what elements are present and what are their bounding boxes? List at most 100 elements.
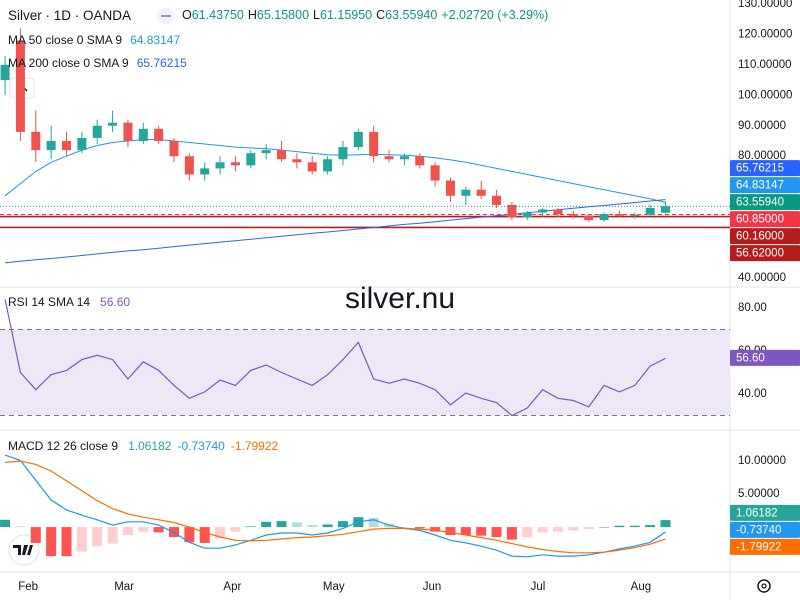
ohlc-value: 65.15800 — [257, 8, 309, 22]
candle-body — [292, 159, 302, 163]
rsi-line — [4, 299, 666, 417]
legend-entry: RSI 14 SMA 14 56.60 — [8, 295, 130, 309]
ohlc-values: O61.43750 H65.15800 L61.15950 C63.55940 +2.0… — [182, 8, 548, 22]
candle-body — [338, 147, 348, 160]
candle-body — [492, 195, 502, 205]
price-badge — [730, 177, 800, 194]
candle-body — [630, 214, 640, 216]
ohlc-value: 61.15950 — [320, 8, 372, 22]
histogram-bar — [230, 527, 241, 532]
candle-body — [215, 162, 225, 169]
price-badge-label: 1.06182 — [736, 507, 778, 519]
histogram-bar — [368, 517, 379, 528]
price-badge — [730, 538, 800, 555]
settings-gear[interactable] — [757, 579, 771, 593]
y-tick-label: 120.00000 — [738, 28, 792, 40]
y-tick-label: 40.00000 — [738, 272, 786, 284]
price-badge — [730, 211, 800, 228]
histogram-bar — [261, 521, 272, 528]
price-badge-label: -0.73740 — [736, 524, 781, 536]
x-tick-label: Aug — [631, 581, 651, 593]
legend-name: MA 200 close 0 SMA 9 — [8, 56, 129, 70]
y-tick-label: 5.00000 — [738, 488, 780, 500]
candle-body — [46, 140, 56, 151]
histogram-bar — [645, 525, 656, 528]
candle-body — [200, 168, 210, 175]
price-badge — [730, 194, 800, 211]
candle-body — [108, 122, 118, 126]
histogram-bar — [76, 527, 87, 552]
candle-body — [538, 209, 548, 213]
ohlc-key: L — [313, 8, 320, 22]
candle-body — [92, 125, 102, 138]
histogram-bar — [399, 527, 410, 528]
histogram-bar — [522, 527, 533, 537]
candle-body — [399, 156, 409, 160]
legend-value: 56.60 — [100, 295, 130, 309]
legend-value: -1.79922 — [231, 439, 279, 453]
price-badge-label: -1.79922 — [736, 541, 781, 553]
y-tick-label: 90.00000 — [738, 120, 786, 132]
candle-body — [660, 206, 670, 213]
legend-value: 1.06182 — [128, 439, 172, 453]
macd-line — [4, 454, 666, 558]
histogram-bar — [199, 527, 210, 543]
histogram-bar — [476, 527, 487, 536]
candle-body — [261, 150, 271, 154]
candle-body — [415, 156, 425, 166]
price-badge-label: 65.76215 — [736, 163, 784, 175]
candle-body — [645, 207, 655, 215]
legend-name: MACD 12 26 close 9 — [8, 439, 118, 453]
candle-body — [184, 156, 194, 175]
candle-body — [430, 165, 440, 181]
price-badge-label: 63.55940 — [736, 197, 784, 209]
y-tick-label: 80.00000 — [738, 150, 786, 162]
histogram-bar — [15, 526, 26, 528]
watermark: silver.nu — [345, 282, 455, 315]
legend-name: RSI 14 SMA 14 — [8, 295, 90, 309]
change: +2.02720 (+3.29%) — [441, 8, 548, 22]
legend-value: -0.73740 — [177, 439, 225, 453]
legend-value: 64.83147 — [130, 33, 180, 47]
histogram-bar — [291, 522, 302, 528]
ohlc-key: H — [248, 8, 257, 22]
histogram-bar — [337, 521, 348, 528]
y-tick-label: 10.00000 — [738, 455, 786, 467]
candle-body — [154, 128, 164, 141]
header: Silver · 1D · OANDA — [8, 8, 131, 23]
y-tick-label: 40.00 — [738, 388, 767, 400]
candle-body — [476, 189, 486, 196]
histogram-bar — [430, 527, 441, 532]
candle-body — [169, 140, 179, 157]
price-badge — [730, 349, 800, 366]
histogram-bar — [660, 520, 671, 528]
candle-body — [277, 150, 287, 160]
candle-body — [138, 128, 148, 141]
price-badge-label: 64.83147 — [736, 180, 784, 192]
histogram-bar — [276, 521, 287, 528]
candle-body — [445, 180, 455, 196]
candle-body — [369, 131, 379, 157]
x-tick-label: Jun — [423, 581, 442, 593]
x-tick-label: Feb — [18, 581, 38, 593]
price-badge — [730, 160, 800, 177]
histogram-bar — [215, 527, 226, 539]
candle-body — [584, 215, 594, 221]
candle-body — [568, 214, 578, 216]
histogram-bar — [122, 527, 133, 536]
candle-body — [599, 214, 609, 221]
candle-body — [522, 212, 532, 218]
candle-body — [0, 64, 10, 81]
histogram-bar — [153, 527, 164, 533]
y-tick-label: 80.00 — [738, 302, 767, 314]
moving-average — [4, 139, 666, 203]
histogram-bar — [138, 527, 149, 532]
symbol: Silver · 1D · OANDA — [8, 8, 131, 23]
price-badge — [730, 228, 800, 245]
x-tick-label: Apr — [223, 581, 241, 593]
legend-name: MA 50 close 0 SMA 9 — [8, 33, 122, 47]
histogram-bar — [491, 527, 502, 537]
x-tick-label: Mar — [114, 581, 134, 593]
eye-button[interactable] — [157, 8, 175, 24]
